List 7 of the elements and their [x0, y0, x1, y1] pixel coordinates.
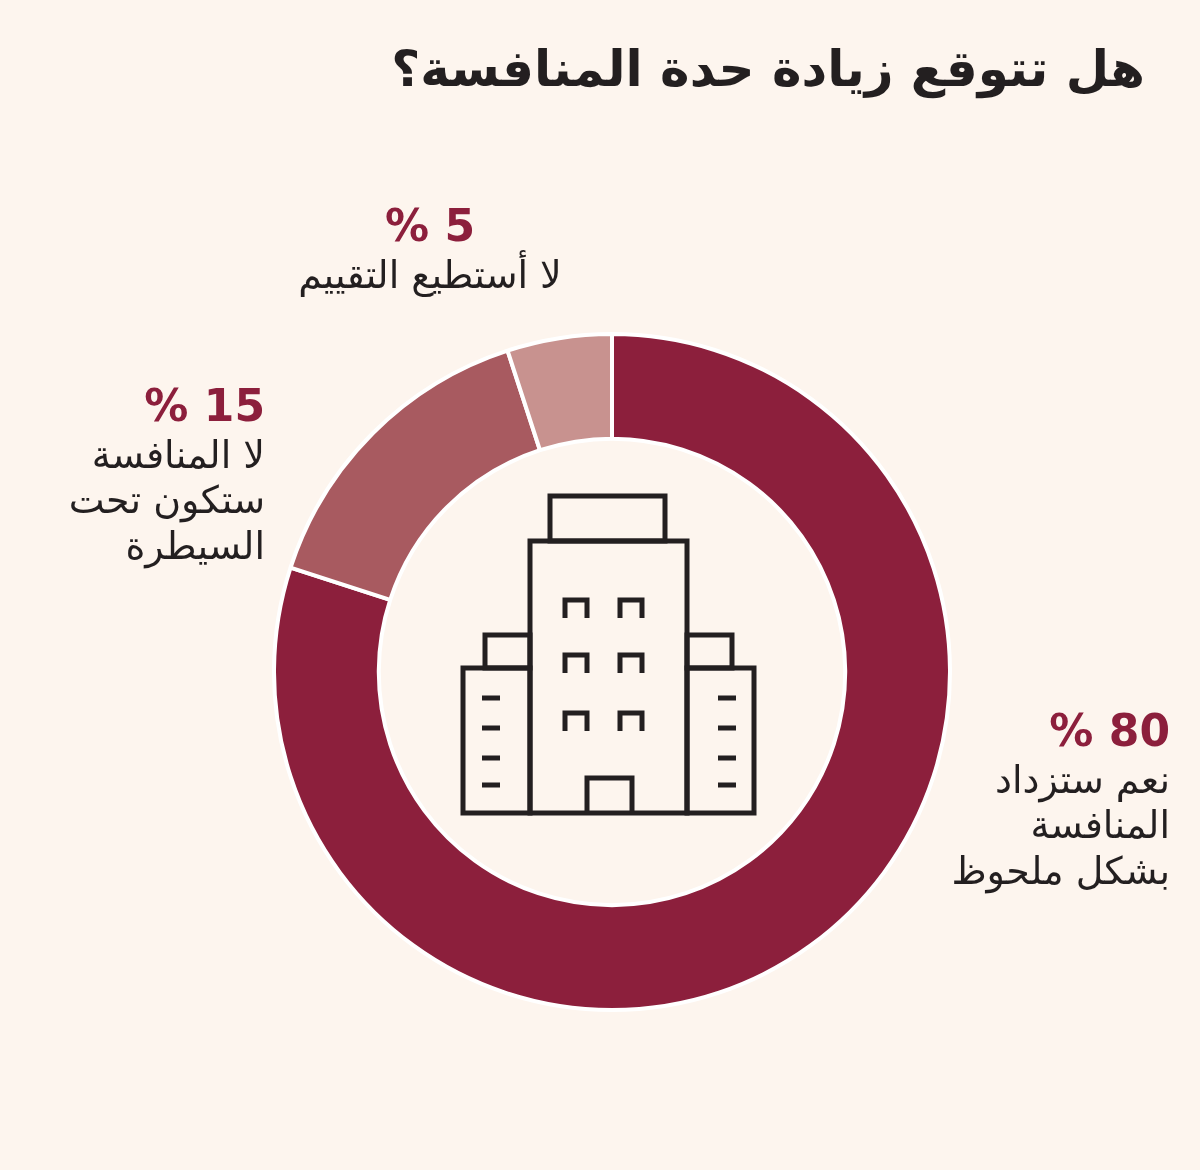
data-label: 80 % [1048, 705, 1170, 758]
slice-label: لا أستطيع التقييم [298, 252, 562, 297]
chart-title: هل تتوقع زيادة حدة المنافسة؟ [391, 40, 1145, 98]
slice-label: نعم ستزداد المنافسة بشكل ملحوظ [951, 757, 1170, 893]
data-label: 5 % [384, 200, 475, 251]
slice-label: لا المنافسة ستكون تحت السيطرة [68, 432, 265, 568]
data-label: 15 % [143, 380, 265, 433]
